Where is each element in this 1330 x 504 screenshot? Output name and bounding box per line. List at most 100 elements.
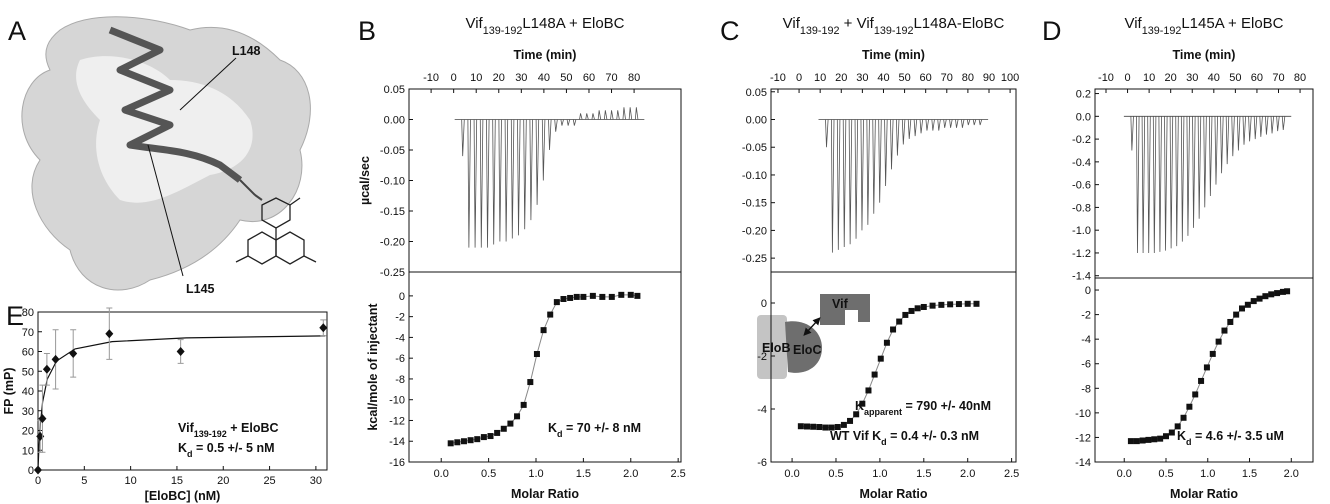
injection-peak — [566, 119, 571, 126]
subscript: 139-192 — [194, 429, 227, 439]
data-point — [822, 424, 829, 431]
x-tick-label: 0.0 — [1117, 468, 1132, 480]
y-axis-label: µcal/sec — [358, 156, 372, 205]
x-tick-label: 90 — [983, 72, 995, 84]
injection-peak — [548, 119, 552, 151]
injection-peak — [597, 110, 602, 120]
y-tick-label: -0.6 — [1072, 180, 1091, 192]
y-tick-label: -2 — [1081, 310, 1091, 322]
injection-peak — [535, 119, 540, 205]
injection-peak — [486, 119, 490, 248]
y-axis-label: FP (mP) — [2, 368, 16, 415]
injection-peak — [1130, 116, 1134, 151]
injection-peak — [523, 119, 527, 230]
x-tick-label: 10 — [1143, 72, 1155, 84]
y-tick-label: -0.20 — [380, 237, 405, 249]
x-tick-label: 20 — [1165, 72, 1177, 84]
injection-peak — [1180, 116, 1185, 242]
data-point — [34, 465, 42, 475]
injection-peak — [831, 119, 835, 253]
injection-peak — [1147, 116, 1151, 253]
y-tick-label: 50 — [22, 366, 34, 378]
injection-peak — [966, 119, 971, 126]
inset-label: EloB — [762, 341, 790, 355]
injection-peak — [955, 119, 959, 128]
injection-peak — [1253, 116, 1258, 140]
plot-frame — [770, 271, 1017, 463]
data-point — [883, 339, 890, 346]
data-point — [487, 433, 494, 440]
elob-shape — [757, 315, 787, 379]
subscript: 139-192 — [874, 25, 914, 37]
data-point — [1162, 433, 1169, 440]
y-tick-label: -0.05 — [380, 145, 405, 157]
data-point — [908, 307, 915, 314]
injection-peak — [878, 119, 882, 203]
x-tick-label: 50 — [1229, 72, 1241, 84]
y-tick-label: -12 — [389, 415, 405, 427]
injection-peak — [1197, 116, 1202, 219]
data-point — [1139, 437, 1146, 444]
x-tick-label: 70 — [1272, 72, 1284, 84]
injection-peak — [1169, 116, 1174, 249]
data-point — [627, 291, 634, 298]
x-tick-label: 0 — [451, 72, 457, 84]
fluorescein — [235, 197, 317, 265]
x-tick-label: 0.5 — [481, 468, 496, 480]
data-point — [608, 293, 615, 300]
x-tick-label: 10 — [125, 475, 137, 487]
text-part: Vif — [783, 15, 801, 32]
injection-peak — [585, 113, 589, 120]
injection-peak — [510, 119, 515, 239]
x-tick-label: 1.5 — [1242, 468, 1257, 480]
data-point — [1168, 429, 1175, 436]
data-point — [914, 305, 921, 312]
y-tick-label: -1.0 — [1072, 225, 1091, 237]
data-point — [1284, 288, 1291, 295]
y-tick-label: -10 — [1075, 408, 1091, 420]
data-point — [1221, 327, 1228, 334]
y-tick-label: -6 — [757, 457, 767, 469]
y-tick-label: -14 — [1075, 457, 1091, 469]
text-part: K — [178, 441, 187, 455]
data-point — [1244, 301, 1251, 308]
y-tick-label: 0 — [399, 291, 405, 303]
injection-peak — [504, 119, 509, 242]
text-part: L148A + EloBC — [522, 15, 624, 32]
data-point — [1157, 435, 1164, 442]
x-tick-label: 1.5 — [916, 468, 931, 480]
data-point — [580, 293, 587, 300]
data-point — [853, 411, 860, 418]
data-point — [1145, 436, 1152, 443]
injection-peak — [949, 119, 953, 128]
x-tick-label: 10 — [814, 72, 826, 84]
injection-peak — [1164, 116, 1168, 251]
injection-peak — [884, 119, 888, 187]
y-tick-label: 20 — [22, 426, 34, 438]
data-point — [816, 424, 823, 431]
injection-peak — [860, 119, 864, 231]
subscript: d — [557, 429, 563, 439]
data-point — [1250, 298, 1257, 305]
panel-letter: B — [358, 16, 376, 46]
plot-frame — [408, 88, 682, 273]
data-point — [929, 302, 936, 309]
data-point — [834, 424, 841, 431]
injection-peak — [925, 119, 929, 131]
x-tick-label: 40 — [877, 72, 889, 84]
data-point — [1192, 391, 1199, 398]
data-point — [1268, 291, 1275, 298]
x-tick-label: 2.0 — [1284, 468, 1299, 480]
data-point — [460, 438, 467, 445]
text-part: L145A + EloBC — [1181, 15, 1283, 32]
injection-peak — [529, 119, 533, 221]
y-tick-label: -4 — [395, 332, 405, 344]
annotation: Kd = 4.6 +/- 3.5 uM — [1177, 429, 1284, 447]
data-point — [589, 292, 596, 299]
injection-peak — [467, 119, 471, 248]
text-part: = 4.6 +/- 3.5 uM — [1192, 429, 1284, 443]
data-point — [1256, 295, 1263, 302]
data-point — [494, 429, 501, 436]
subscript: d — [187, 449, 193, 459]
injection-peak — [854, 119, 859, 239]
